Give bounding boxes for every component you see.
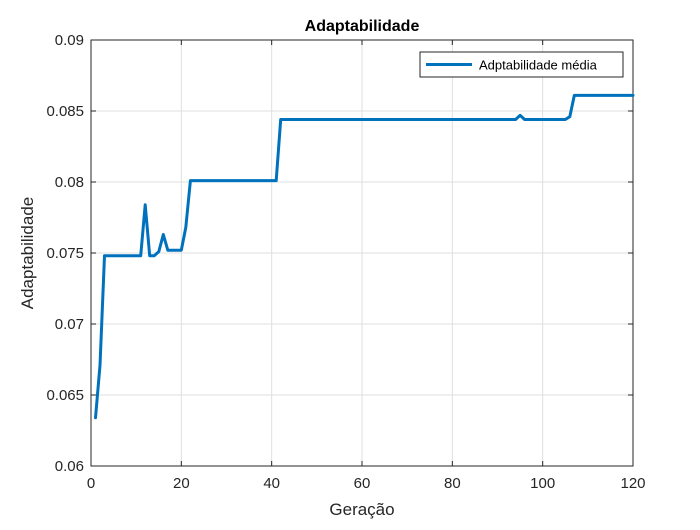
y-tick-label: 0.07 [55,316,84,333]
x-tick-label: 20 [173,475,190,492]
grid [91,40,633,466]
y-tick-label: 0.085 [46,103,84,120]
y-axis-label: Adaptabilidade [18,197,37,309]
axes [90,39,634,467]
y-tick-label: 0.075 [46,245,84,262]
x-tick-label: 100 [530,475,555,492]
chart-title: Adaptabilidade [305,18,420,35]
x-tick-label: 40 [263,475,280,492]
x-tick-label: 60 [354,475,371,492]
x-tick-label: 0 [87,475,95,492]
x-tick-label: 120 [620,475,645,492]
y-tick-label: 0.08 [55,174,84,191]
legend-label: Adptabilidade média [479,58,598,73]
tick-labels: 0 20 40 60 80 100 120 0.06 0.065 0.07 0.075 0.08 0.0… [46,32,645,492]
x-tick-label: 80 [444,475,461,492]
y-tick-label: 0.09 [55,32,84,49]
series-line [94,93,635,420]
y-tick-label: 0.06 [55,458,84,475]
series-layer [94,93,635,420]
y-tick-label: 0.065 [46,387,84,404]
x-axis-label: Geração [329,500,394,519]
legend: Adptabilidade média [419,51,624,78]
